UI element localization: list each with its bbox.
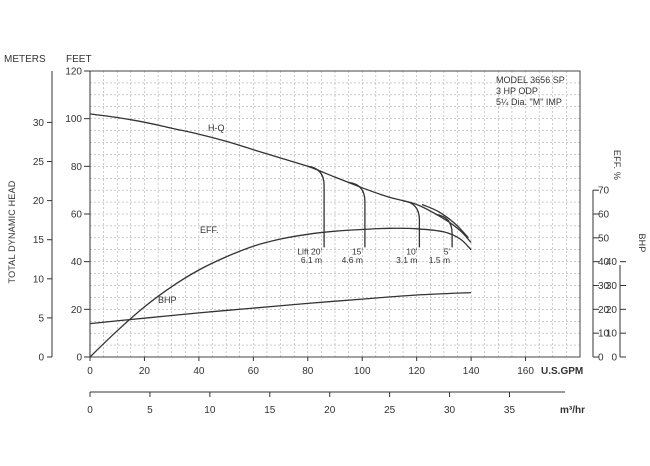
eff-tick-label: 70 bbox=[598, 186, 610, 197]
bhp-label: BHP bbox=[158, 295, 177, 305]
meter-ticks: 0 5 10 15 20 25 30 bbox=[33, 118, 52, 364]
lift-5-curve bbox=[421, 203, 469, 239]
gpm-tick-label: 40 bbox=[193, 366, 205, 377]
bhp-tick-label: 40 bbox=[606, 257, 618, 268]
feet-tick-label: 0 bbox=[76, 353, 82, 364]
eff-curve bbox=[89, 227, 472, 358]
grid bbox=[90, 71, 580, 357]
eff-tick-label: 50 bbox=[598, 233, 610, 244]
m3-tick-label: 15 bbox=[264, 405, 276, 416]
curves bbox=[89, 113, 472, 358]
bhp-tick-label: 10 bbox=[606, 329, 618, 340]
m3-tick-label: 10 bbox=[204, 405, 216, 416]
m3-tick-label: 0 bbox=[87, 405, 93, 416]
gpm-ticks: 0 20 40 60 80 100 120 140 160 bbox=[87, 357, 534, 377]
meters-unit: METERS bbox=[4, 54, 46, 65]
meter-tick-label: 30 bbox=[33, 118, 45, 129]
y-axis-title: TOTAL DYNAMIC HEAD bbox=[7, 180, 17, 283]
meter-tick-label: 20 bbox=[33, 196, 45, 207]
gpm-tick-label: 140 bbox=[463, 366, 480, 377]
m3-tick-label: 30 bbox=[444, 405, 456, 416]
model-line-3: 5¼ Dia. "M" IMP bbox=[496, 97, 562, 107]
eff-ticks: 0 10 20 30 40 50 60 70 bbox=[593, 186, 610, 364]
m3-tick-label: 5 bbox=[147, 405, 153, 416]
lift-line bbox=[348, 181, 366, 248]
feet-tick-label: 60 bbox=[71, 210, 83, 221]
hq-curve bbox=[89, 113, 472, 244]
model-line-1: MODEL 3656 SP bbox=[496, 75, 565, 85]
hq-label: H-Q bbox=[208, 123, 225, 133]
lift-line bbox=[435, 213, 453, 248]
gpm-tick-label: 120 bbox=[408, 366, 425, 377]
bhp-axis-title: BHP bbox=[637, 233, 647, 252]
meter-tick-label: 15 bbox=[33, 235, 45, 246]
bhp-curve bbox=[89, 291, 472, 325]
meter-tick-label: 5 bbox=[38, 313, 44, 324]
eff-axis-title: EFF. % bbox=[612, 150, 622, 180]
lift-label: 15' bbox=[352, 247, 363, 257]
bhp-ticks: 0 10 20 30 40 bbox=[606, 257, 626, 364]
lift-sub-label: 1.5 m bbox=[429, 255, 450, 265]
m3-tick-label: 20 bbox=[324, 405, 336, 416]
meter-tick-label: 25 bbox=[33, 157, 45, 168]
lift-sub-label: 6.1 m bbox=[301, 255, 322, 265]
lift-line bbox=[403, 200, 421, 248]
m3-ticks: 0 5 10 15 20 25 30 35 bbox=[87, 392, 515, 416]
gpm-tick-label: 20 bbox=[139, 366, 151, 377]
meter-tick-label: 10 bbox=[33, 274, 45, 285]
feet-unit: FEET bbox=[66, 54, 92, 65]
m3-tick-label: 35 bbox=[504, 405, 516, 416]
gpm-unit: U.S.GPM bbox=[541, 366, 583, 377]
bhp-tick-label: 30 bbox=[606, 281, 618, 292]
lift-label: 10' bbox=[406, 247, 417, 257]
eff-tick-label: 0 bbox=[598, 353, 604, 364]
feet-tick-label: 120 bbox=[65, 67, 82, 78]
eff-tick-label: 20 bbox=[598, 305, 610, 316]
lift-sub-label: 3.1 m bbox=[396, 255, 417, 265]
model-line-2: 3 HP ODP bbox=[496, 86, 538, 96]
eff-tick-label: 10 bbox=[598, 329, 610, 340]
model-info: MODEL 3656 SP 3 HP ODP 5¼ Dia. "M" IMP bbox=[496, 75, 565, 107]
gpm-tick-label: 160 bbox=[517, 366, 534, 377]
lift-sub-label: 4.6 m bbox=[342, 255, 363, 265]
lift-label: 5' bbox=[444, 247, 451, 257]
gpm-tick-label: 60 bbox=[248, 366, 260, 377]
feet-tick-label: 20 bbox=[71, 305, 83, 316]
gpm-tick-label: 80 bbox=[302, 366, 314, 377]
eff-tick-label: 30 bbox=[598, 281, 610, 292]
feet-tick-label: 80 bbox=[71, 162, 83, 173]
feet-ticks: 0 20 40 60 80 100 120 bbox=[65, 67, 90, 364]
bhp-tick-label: 0 bbox=[611, 353, 617, 364]
meter-tick-label: 0 bbox=[38, 353, 44, 364]
lift-line bbox=[307, 165, 325, 248]
feet-tick-label: 100 bbox=[65, 114, 82, 125]
bhp-tick-label: 20 bbox=[606, 305, 618, 316]
feet-tick-label: 40 bbox=[71, 257, 83, 268]
m3-unit: m³/hr bbox=[560, 405, 585, 416]
lift-lines: Lift 20'6.1 m 15'4.6 m 10'3.1 m 5'1.5 m bbox=[297, 165, 453, 265]
m3-tick-label: 25 bbox=[384, 405, 396, 416]
gpm-tick-label: 0 bbox=[87, 366, 93, 377]
eff-label: EFF. bbox=[200, 225, 219, 235]
gpm-tick-label: 100 bbox=[354, 366, 371, 377]
eff-tick-label: 40 bbox=[598, 257, 610, 268]
lift-label: Lift 20' bbox=[297, 247, 322, 257]
eff-tick-label: 60 bbox=[598, 210, 610, 221]
